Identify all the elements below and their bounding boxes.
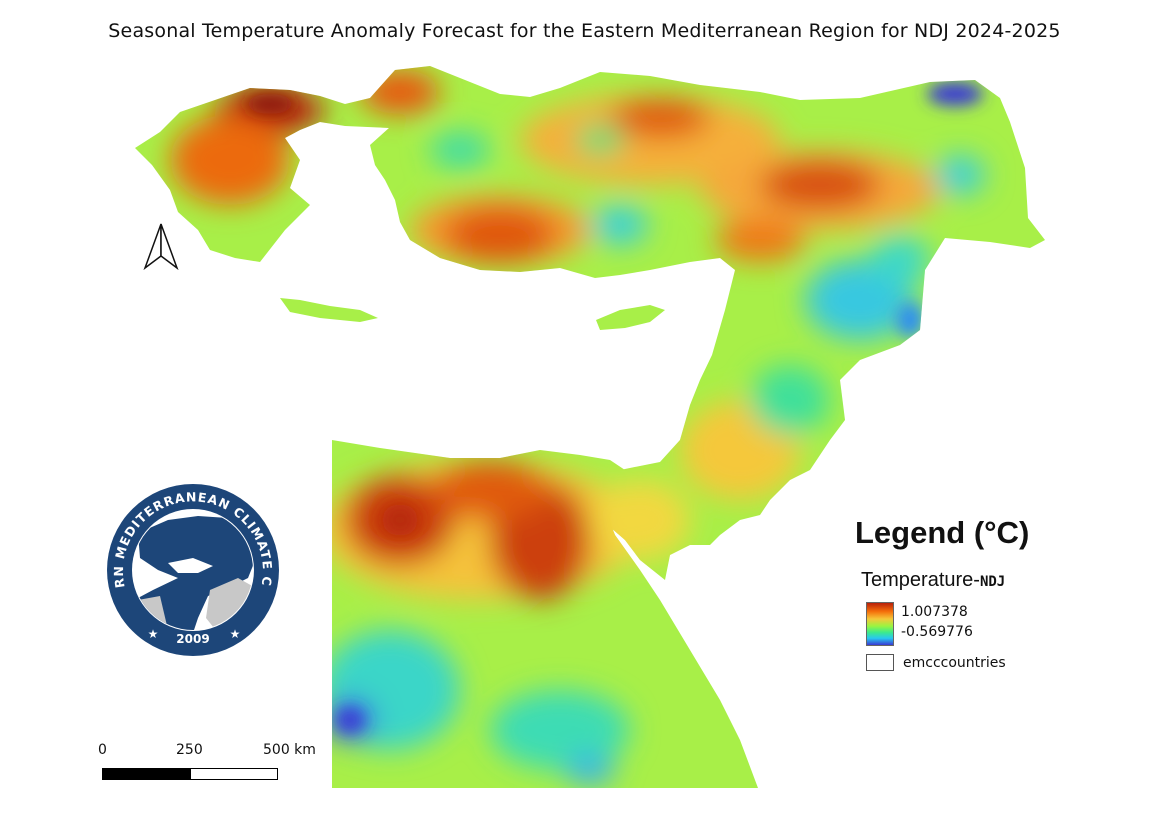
scale-segment-black bbox=[102, 768, 192, 780]
logo-year: 2009 bbox=[176, 632, 209, 646]
countries-swatch bbox=[866, 654, 894, 671]
scale-bar: 0 250 500 km bbox=[95, 740, 325, 785]
temperature-raster bbox=[135, 66, 1045, 788]
scale-tick-0: 0 bbox=[98, 742, 107, 758]
scale-tick-500: 500 km bbox=[263, 742, 316, 758]
legend-title: Legend (°C) bbox=[855, 515, 1030, 550]
countries-label: emcccountries bbox=[903, 654, 1006, 671]
scale-tick-250: 250 bbox=[176, 742, 203, 758]
emcc-logo: EASTERN MEDITERRANEAN CLIMATE CENTRE 200… bbox=[98, 478, 279, 656]
legend-countries-row: emcccountries bbox=[866, 654, 1115, 671]
map-legend: Legend (°C) Temperature-NDJ 1.007378 -0.… bbox=[855, 515, 1115, 671]
legend-layer-name: Temperature-NDJ bbox=[861, 569, 1115, 592]
scale-segment-white bbox=[190, 768, 278, 780]
legend-layer-label: Temperature- bbox=[861, 569, 980, 591]
logo-star-icon: ★ bbox=[148, 627, 159, 641]
color-ramp-swatch bbox=[866, 602, 894, 646]
legend-ramp-row: 1.007378 -0.569776 bbox=[866, 602, 1115, 648]
ramp-max-label: 1.007378 bbox=[901, 604, 968, 620]
legend-layer-suffix: NDJ bbox=[979, 574, 1006, 590]
ramp-min-label: -0.569776 bbox=[901, 624, 973, 640]
map-title: Seasonal Temperature Anomaly Forecast fo… bbox=[108, 20, 1061, 42]
north-arrow-icon bbox=[143, 223, 179, 271]
logo-star-icon: ★ bbox=[230, 627, 241, 641]
